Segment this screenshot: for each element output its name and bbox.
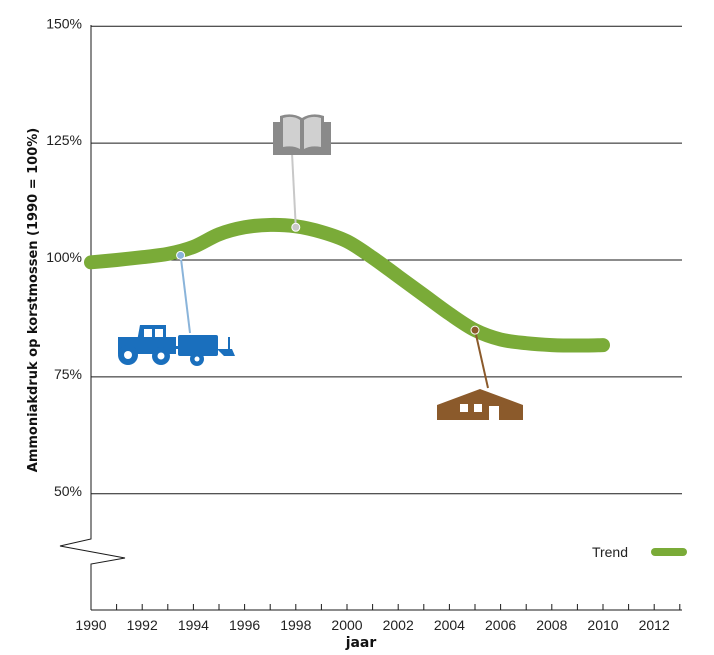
x-tick-label: 2006 <box>485 617 516 633</box>
x-tick-label: 2002 <box>383 617 414 633</box>
annotation-layer <box>118 114 523 420</box>
y-axis: 50% 75% 100% 125% 150% <box>46 15 126 610</box>
series-line-trend <box>84 217 610 353</box>
annotation-dot <box>470 325 480 335</box>
legend-label-trend: Trend <box>592 544 628 560</box>
y-tick-label: 150% <box>46 15 82 31</box>
series-layer <box>84 217 610 353</box>
y-tick-label: 125% <box>46 132 82 148</box>
y-axis-line <box>59 25 126 610</box>
y-tick-label: 100% <box>46 249 82 265</box>
tractor-icon <box>118 325 235 366</box>
y-tick-label: 50% <box>54 483 82 499</box>
annotation-leader-line <box>291 152 297 228</box>
x-tick-label: 1998 <box>280 617 311 633</box>
y-tick-label: 75% <box>54 366 82 382</box>
x-axis: 1990 1992 1994 1996 1998 2000 2002 2004 2006 2008… <box>75 604 682 633</box>
x-tick-label: 2012 <box>639 617 670 633</box>
annotation-dot <box>176 250 186 260</box>
x-tick-label: 2000 <box>331 617 362 633</box>
annotation-dot <box>291 222 301 232</box>
annotation-leader-line <box>179 255 191 334</box>
y-axis-title: Ammoniakdruk op korstmossen (1990 = 100%… <box>26 128 41 472</box>
book-icon <box>273 114 331 155</box>
farm-building-icon <box>437 389 523 420</box>
x-tick-label: 1990 <box>75 617 106 633</box>
x-tick-label: 1994 <box>178 617 209 633</box>
x-tick-label: 2010 <box>587 617 618 633</box>
annotation-leader-line <box>474 329 489 389</box>
x-tick-label: 2008 <box>536 617 567 633</box>
x-tick-label: 1996 <box>229 617 260 633</box>
x-tick-label: 1992 <box>127 617 158 633</box>
x-tick-label: 2004 <box>434 617 465 633</box>
x-axis-title: jaar <box>345 635 377 651</box>
legend: Trend <box>592 544 687 560</box>
